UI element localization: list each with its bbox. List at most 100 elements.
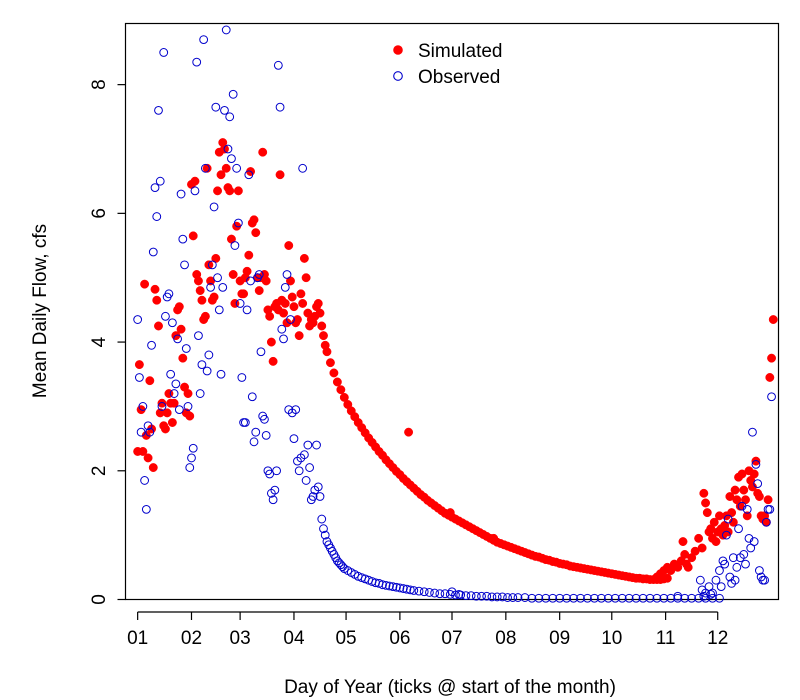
observed-point — [694, 593, 704, 603]
observed-point — [419, 587, 429, 597]
observed-point — [695, 575, 705, 585]
observed-point — [143, 421, 153, 431]
observed-point — [240, 418, 250, 427]
observed-point — [166, 369, 176, 379]
observed-point — [739, 550, 749, 559]
simulated-point — [289, 302, 299, 312]
observed-point — [392, 582, 401, 592]
simulated-point — [188, 231, 198, 241]
simulated-point — [730, 485, 740, 495]
observed-point — [265, 469, 275, 479]
simulated-point — [185, 411, 195, 421]
observed-point — [164, 289, 174, 299]
simulated-point — [336, 385, 346, 395]
simulated-point — [319, 331, 328, 341]
simulated-point — [313, 299, 323, 308]
observed-point — [319, 524, 328, 534]
observed-point — [687, 593, 697, 603]
observed-point — [199, 35, 209, 44]
x-tick-label: 02 — [181, 628, 202, 649]
simulated-point — [268, 356, 278, 366]
simulated-point — [765, 373, 775, 382]
legend-label-observed: Observed — [418, 67, 500, 88]
simulated-point — [244, 250, 254, 260]
x-tick-label: 04 — [283, 628, 305, 649]
observed-point — [188, 443, 198, 453]
simulated-point — [195, 286, 205, 296]
observed-point — [721, 530, 731, 540]
observed-point — [197, 360, 207, 369]
observed-point — [569, 593, 578, 603]
simulated-point — [216, 170, 226, 180]
y-tick-label: 6 — [89, 208, 110, 219]
observed-point — [730, 575, 740, 585]
simulated-point — [709, 517, 719, 527]
observed-point — [214, 305, 224, 315]
observed-point — [254, 270, 264, 279]
observed-point — [185, 463, 195, 472]
simulated-point — [197, 295, 207, 305]
observed-point — [638, 593, 648, 603]
simulated-point — [213, 186, 222, 196]
simulated-point — [287, 292, 297, 302]
observed-point — [272, 466, 281, 476]
observed-point — [320, 530, 330, 540]
observed-point — [461, 591, 471, 601]
observed-point — [497, 592, 507, 602]
observed-point — [508, 593, 518, 602]
observed-point — [315, 492, 325, 501]
simulated-point — [317, 321, 327, 331]
observed-point — [430, 588, 440, 598]
observed-point — [749, 537, 759, 546]
simulated-point — [134, 360, 144, 370]
observed-point — [741, 559, 750, 569]
simulated-point — [699, 488, 709, 498]
observed-point — [765, 504, 775, 514]
observed-point — [206, 282, 215, 292]
legend-marker-observed — [393, 71, 403, 81]
simulated-point — [754, 492, 764, 501]
simulated-point — [261, 276, 271, 286]
observed-point — [378, 580, 387, 590]
simulated-point — [683, 562, 693, 572]
observed-point — [751, 459, 761, 469]
observed-point — [232, 163, 242, 173]
simulated-point — [242, 266, 252, 276]
simulated-point — [489, 533, 499, 543]
x-tick-label: 06 — [389, 628, 410, 649]
observed-point — [454, 589, 464, 599]
observed-point — [235, 299, 245, 308]
observed-point — [136, 427, 146, 437]
simulated-point — [768, 315, 778, 324]
observed-point — [398, 584, 408, 593]
simulated-point — [265, 311, 275, 321]
simulated-point — [292, 315, 302, 324]
observed-point — [381, 580, 391, 590]
simulated-point — [152, 295, 162, 305]
observed-point — [171, 379, 181, 389]
simulated-point — [298, 299, 308, 308]
observed-point — [303, 440, 313, 450]
observed-point — [706, 589, 716, 599]
observed-point — [711, 575, 721, 585]
simulated-point — [767, 353, 777, 363]
observed-point — [134, 373, 144, 382]
simulated-point — [315, 308, 325, 318]
observed-point — [275, 102, 285, 112]
observed-point — [583, 593, 592, 603]
x-tick-label: 07 — [441, 628, 462, 649]
observed-point — [673, 591, 683, 601]
observed-point — [173, 334, 183, 344]
observed-point — [734, 524, 743, 534]
observed-point — [562, 593, 572, 603]
observed-point — [221, 25, 231, 35]
y-tick-label: 2 — [89, 465, 110, 476]
observed-point — [753, 479, 763, 489]
simulated-point — [176, 324, 186, 334]
observed-point — [273, 60, 283, 70]
x-tick-label: 05 — [335, 628, 356, 649]
observed-point — [725, 572, 735, 582]
observed-point — [200, 163, 210, 173]
simulated-point — [251, 228, 261, 238]
observed-point — [425, 588, 434, 597]
